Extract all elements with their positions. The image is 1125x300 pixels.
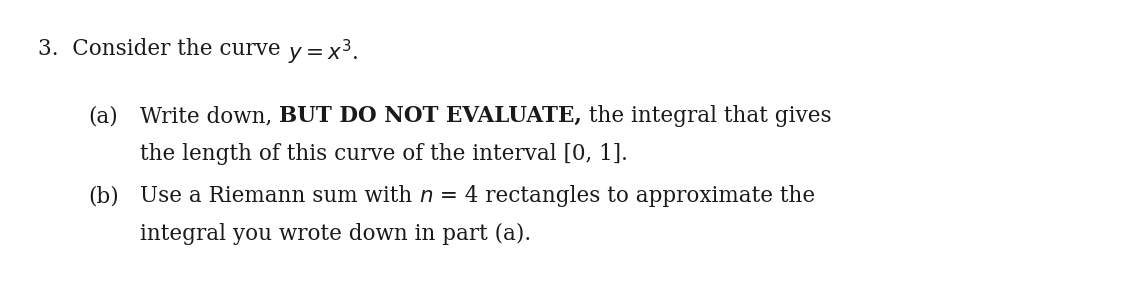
Text: Use a Riemann sum with: Use a Riemann sum with (140, 185, 420, 207)
Text: Write down,: Write down, (140, 105, 279, 127)
Text: (a): (a) (88, 105, 118, 127)
Text: $n$: $n$ (420, 185, 433, 207)
Text: $y = x^3$.: $y = x^3$. (288, 38, 358, 67)
Text: BUT DO NOT EVALUATE,: BUT DO NOT EVALUATE, (279, 105, 582, 127)
Text: the length of this curve of the interval [0, 1].: the length of this curve of the interval… (140, 143, 628, 165)
Text: the integral that gives: the integral that gives (582, 105, 831, 127)
Text: = 4 rectangles to approximate the: = 4 rectangles to approximate the (433, 185, 816, 207)
Text: 3.  Consider the curve: 3. Consider the curve (38, 38, 288, 60)
Text: integral you wrote down in part (a).: integral you wrote down in part (a). (140, 223, 531, 245)
Text: (b): (b) (88, 185, 119, 207)
